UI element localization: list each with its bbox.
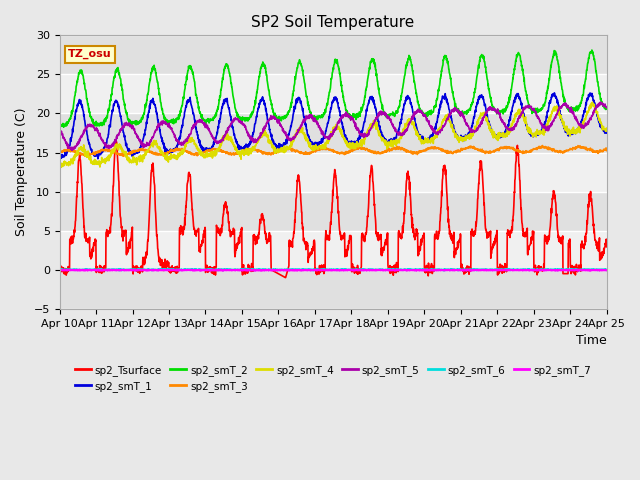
Bar <box>60 36 607 74</box>
sp2_smT_3 <box>349 148 357 154</box>
sp2_smT_5 <box>349 117 357 122</box>
sp2_smT_4 <box>56 160 63 166</box>
sp2_smT_1 <box>209 144 216 150</box>
Bar <box>60 192 607 231</box>
sp2_smT_3 <box>555 148 563 154</box>
sp2_smT_1 <box>349 140 357 146</box>
sp2_smT_5 <box>68 147 76 153</box>
sp2_smT_7 <box>349 267 357 273</box>
sp2_Tsurface <box>209 265 216 271</box>
sp2_smT_5 <box>492 108 500 114</box>
Line: sp2_smT_2: sp2_smT_2 <box>60 50 607 127</box>
Line: sp2_Tsurface: sp2_Tsurface <box>60 141 607 277</box>
sp2_smT_2 <box>588 47 596 53</box>
sp2_smT_4 <box>589 99 596 105</box>
sp2_smT_5 <box>603 105 611 110</box>
sp2_smT_3 <box>603 148 611 154</box>
sp2_smT_6 <box>555 267 563 273</box>
sp2_smT_4 <box>570 129 577 134</box>
sp2_smT_2 <box>349 111 357 117</box>
sp2_smT_1 <box>56 152 63 158</box>
sp2_smT_6 <box>349 267 357 273</box>
sp2_smT_6 <box>274 268 282 274</box>
Line: sp2_smT_5: sp2_smT_5 <box>60 102 607 150</box>
sp2_Tsurface <box>555 237 563 243</box>
Line: sp2_smT_3: sp2_smT_3 <box>60 145 607 156</box>
sp2_Tsurface <box>282 275 289 280</box>
sp2_smT_6 <box>134 266 142 272</box>
sp2_smT_1 <box>550 90 558 96</box>
sp2_smT_4 <box>555 106 563 111</box>
sp2_smT_7 <box>603 267 611 273</box>
sp2_smT_3 <box>361 146 369 152</box>
sp2_smT_2 <box>56 122 63 128</box>
sp2_smT_5 <box>209 133 216 139</box>
sp2_smT_1 <box>361 117 369 122</box>
sp2_smT_3 <box>539 143 547 148</box>
sp2_smT_5 <box>570 110 577 116</box>
sp2_smT_6 <box>493 267 500 273</box>
sp2_Tsurface <box>56 267 63 273</box>
sp2_smT_4 <box>603 125 611 131</box>
X-axis label: Time: Time <box>576 334 607 347</box>
sp2_smT_3 <box>570 145 578 151</box>
sp2_Tsurface <box>603 244 611 250</box>
sp2_smT_7 <box>268 268 275 274</box>
sp2_smT_3 <box>209 147 216 153</box>
sp2_smT_2 <box>555 61 563 67</box>
sp2_smT_5 <box>361 133 369 139</box>
Y-axis label: Soil Temperature (C): Soil Temperature (C) <box>15 108 28 236</box>
sp2_smT_3 <box>56 149 63 155</box>
Line: sp2_smT_1: sp2_smT_1 <box>60 93 607 159</box>
sp2_smT_7 <box>242 267 250 273</box>
sp2_smT_1 <box>570 130 578 136</box>
sp2_smT_2 <box>492 107 500 113</box>
sp2_smT_5 <box>597 99 605 105</box>
Legend: sp2_Tsurface, sp2_smT_1, sp2_smT_2, sp2_smT_3, sp2_smT_4, sp2_smT_5, sp2_smT_6, : sp2_Tsurface, sp2_smT_1, sp2_smT_2, sp2_… <box>71 360 595 396</box>
sp2_smT_2 <box>361 94 369 99</box>
sp2_smT_7 <box>208 267 216 273</box>
sp2_smT_2 <box>570 107 577 113</box>
sp2_smT_2 <box>209 117 216 123</box>
sp2_Tsurface <box>493 237 500 242</box>
sp2_smT_7 <box>555 267 563 273</box>
sp2_smT_4 <box>209 155 216 161</box>
sp2_smT_7 <box>362 267 369 273</box>
sp2_smT_6 <box>56 267 63 273</box>
sp2_smT_5 <box>56 127 63 133</box>
sp2_smT_3 <box>120 153 127 159</box>
sp2_Tsurface <box>570 264 578 270</box>
Text: TZ_osu: TZ_osu <box>68 49 111 60</box>
sp2_Tsurface <box>362 234 369 240</box>
sp2_smT_4 <box>349 144 357 150</box>
sp2_smT_4 <box>492 135 500 141</box>
sp2_smT_4 <box>58 165 65 170</box>
sp2_smT_6 <box>209 267 216 273</box>
sp2_smT_1 <box>94 156 102 162</box>
sp2_smT_7 <box>493 267 500 273</box>
Line: sp2_smT_7: sp2_smT_7 <box>60 270 607 271</box>
sp2_smT_2 <box>60 124 67 130</box>
sp2_smT_6 <box>603 267 611 273</box>
sp2_smT_5 <box>555 107 563 112</box>
sp2_smT_1 <box>492 132 500 138</box>
sp2_smT_2 <box>603 106 611 112</box>
Title: SP2 Soil Temperature: SP2 Soil Temperature <box>252 15 415 30</box>
sp2_smT_7 <box>56 267 63 273</box>
sp2_smT_1 <box>603 130 611 136</box>
sp2_smT_1 <box>555 102 563 108</box>
sp2_Tsurface <box>349 267 357 273</box>
sp2_smT_7 <box>570 267 578 273</box>
sp2_Tsurface <box>112 138 120 144</box>
sp2_smT_6 <box>570 267 578 273</box>
sp2_smT_4 <box>361 135 369 141</box>
Line: sp2_smT_6: sp2_smT_6 <box>60 269 607 271</box>
Bar <box>60 113 607 153</box>
Bar <box>60 270 607 309</box>
Line: sp2_smT_4: sp2_smT_4 <box>60 102 607 168</box>
sp2_smT_6 <box>362 267 369 273</box>
sp2_smT_3 <box>492 147 500 153</box>
